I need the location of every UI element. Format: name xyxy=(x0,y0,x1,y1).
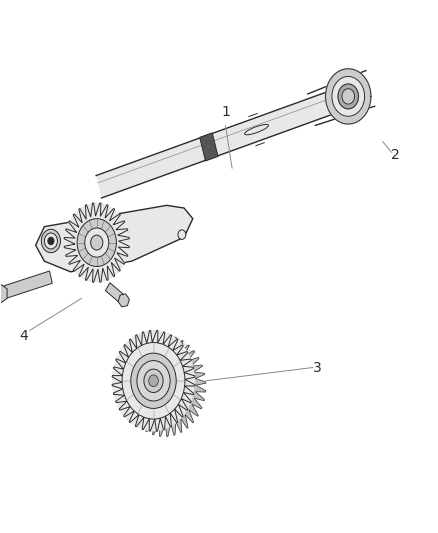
Circle shape xyxy=(41,229,60,253)
Circle shape xyxy=(178,230,186,239)
Circle shape xyxy=(44,233,57,249)
Polygon shape xyxy=(96,88,344,198)
Polygon shape xyxy=(64,203,129,282)
Circle shape xyxy=(149,375,158,386)
Text: 2: 2 xyxy=(392,148,400,162)
Circle shape xyxy=(64,203,130,282)
Circle shape xyxy=(48,237,54,245)
Polygon shape xyxy=(0,284,7,303)
Polygon shape xyxy=(123,336,206,437)
Circle shape xyxy=(122,343,185,419)
Polygon shape xyxy=(325,69,371,124)
Polygon shape xyxy=(106,283,126,304)
Circle shape xyxy=(148,366,181,406)
Circle shape xyxy=(112,330,195,431)
Circle shape xyxy=(137,361,170,401)
Polygon shape xyxy=(137,361,170,401)
Circle shape xyxy=(131,353,176,408)
Polygon shape xyxy=(200,133,218,161)
Circle shape xyxy=(138,354,191,418)
Polygon shape xyxy=(118,294,129,307)
Polygon shape xyxy=(35,205,193,272)
Circle shape xyxy=(91,235,103,250)
Text: 1: 1 xyxy=(221,106,230,119)
Polygon shape xyxy=(338,84,358,109)
Polygon shape xyxy=(332,76,364,116)
Polygon shape xyxy=(0,271,52,300)
Circle shape xyxy=(85,228,109,257)
Polygon shape xyxy=(342,88,355,104)
Text: 4: 4 xyxy=(19,329,28,343)
Circle shape xyxy=(144,369,163,392)
Circle shape xyxy=(77,219,117,266)
Text: 3: 3 xyxy=(313,360,321,375)
Polygon shape xyxy=(112,330,195,431)
